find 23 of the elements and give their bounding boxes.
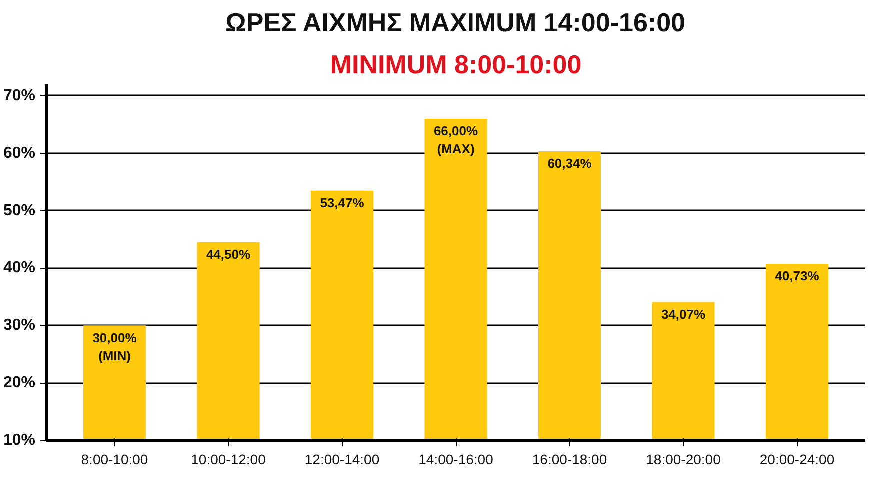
x-tick-label: 8:00-10:00 (81, 452, 148, 468)
x-tick-label: 16:00-18:00 (532, 452, 608, 468)
y-tick-label: 40% (3, 260, 36, 277)
y-tick-label: 20% (3, 374, 36, 392)
data-label: 44,50% (206, 246, 251, 262)
x-tick-label: 18:00-20:00 (646, 452, 722, 468)
y-tick-label: 10% (3, 432, 36, 449)
data-label: 53,47% (320, 195, 365, 210)
y-tick-label: 70% (3, 87, 36, 104)
x-tick-label: 20:00-24:00 (760, 452, 835, 468)
y-tick-label: 60% (3, 144, 36, 162)
data-label: 30,00% (MIN) (92, 330, 138, 364)
y-tick-label: 30% (3, 317, 36, 334)
data-label: 34,07% (661, 306, 706, 322)
x-tick-label: 12:00-14:00 (304, 452, 380, 468)
chart-title: ΩΡΕΣ ΑΙΧΜΗΣ MAXIMUM 14:00-16:00 (226, 8, 686, 38)
chart-subtitle: MINIMUM 8:00-10:00 (330, 50, 582, 80)
x-tick-label: 10:00-12:00 (191, 452, 266, 468)
data-label: 60,34% (548, 156, 592, 172)
x-tick-label: 14:00-16:00 (418, 452, 494, 468)
data-label: 66,00% (MAX) (434, 124, 478, 157)
data-label: 40,73% (775, 268, 820, 284)
y-tick-label: 50% (3, 202, 36, 220)
